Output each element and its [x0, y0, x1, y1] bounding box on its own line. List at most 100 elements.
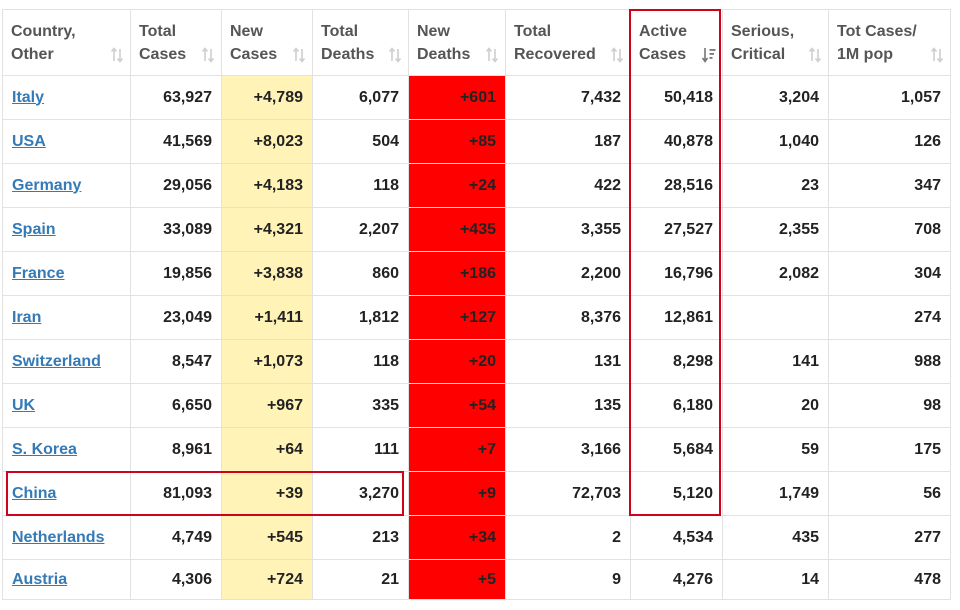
new-deaths-cell: +186 [408, 251, 506, 296]
col-header-country[interactable]: Country, Other [2, 9, 131, 76]
col-header-label: Active Cases [639, 22, 688, 63]
total-cases-cell: 19,856 [130, 251, 222, 296]
total-deaths-cell: 118 [312, 339, 409, 384]
sort-arrows-icon[interactable] [808, 47, 822, 63]
sort-arrows-icon[interactable] [388, 47, 402, 63]
country-link[interactable]: Switzerland [12, 352, 101, 370]
sort-arrows-icon[interactable] [485, 47, 499, 63]
tot-cases-per-1m-cell: 56 [828, 471, 951, 516]
active-cases-cell: 28,516 [630, 163, 723, 208]
col-header-tot-cases-per-1m[interactable]: Tot Cases/ 1M pop [828, 9, 951, 76]
total-deaths-cell: 213 [312, 515, 409, 560]
sort-arrows-icon[interactable] [610, 47, 624, 63]
serious-critical-cell: 59 [722, 427, 829, 472]
col-header-label: Country, Other [11, 22, 76, 63]
new-deaths-cell: +127 [408, 295, 506, 340]
serious-critical-cell: 20 [722, 383, 829, 428]
new-deaths-cell: +34 [408, 515, 506, 560]
total-recovered-cell: 9 [505, 559, 631, 600]
table-row: Germany 29,056 +4,183 118 +24 422 28,516 23 347 [2, 163, 951, 208]
country-link[interactable]: S. Korea [12, 440, 77, 458]
total-deaths-cell: 6,077 [312, 75, 409, 120]
country-link[interactable]: USA [12, 132, 46, 150]
col-header-total-deaths[interactable]: Total Deaths [312, 9, 409, 76]
col-header-new-deaths[interactable]: New Deaths [408, 9, 506, 76]
sort-arrows-icon[interactable] [201, 47, 215, 63]
country-cell: Netherlands [2, 515, 131, 560]
total-deaths-cell: 504 [312, 119, 409, 164]
total-deaths-cell: 860 [312, 251, 409, 296]
country-cell: Italy [2, 75, 131, 120]
col-header-label: Total Cases [139, 22, 187, 63]
country-link[interactable]: Spain [12, 220, 56, 238]
total-cases-cell: 63,927 [130, 75, 222, 120]
country-link[interactable]: Iran [12, 308, 42, 326]
sort-arrows-icon[interactable] [292, 47, 306, 63]
tot-cases-per-1m-cell: 126 [828, 119, 951, 164]
table-row: S. Korea 8,961 +64 111 +7 3,166 5,684 59 175 [2, 427, 951, 472]
tot-cases-per-1m-cell: 175 [828, 427, 951, 472]
tot-cases-per-1m-cell: 277 [828, 515, 951, 560]
total-cases-cell: 4,306 [130, 559, 222, 600]
active-cases-cell: 40,878 [630, 119, 723, 164]
total-cases-cell: 81,093 [130, 471, 222, 516]
total-recovered-cell: 3,355 [505, 207, 631, 252]
active-cases-cell: 6,180 [630, 383, 723, 428]
serious-critical-cell: 14 [722, 559, 829, 600]
new-deaths-cell: +20 [408, 339, 506, 384]
col-header-label: Total Deaths [321, 22, 375, 63]
active-cases-cell: 4,276 [630, 559, 723, 600]
active-cases-cell: 27,527 [630, 207, 723, 252]
tot-cases-per-1m-cell: 708 [828, 207, 951, 252]
sort-arrows-icon[interactable] [110, 47, 124, 63]
total-cases-cell: 8,961 [130, 427, 222, 472]
serious-critical-cell: 435 [722, 515, 829, 560]
tot-cases-per-1m-cell: 347 [828, 163, 951, 208]
new-cases-cell: +8,023 [221, 119, 313, 164]
total-recovered-cell: 135 [505, 383, 631, 428]
col-header-label: Serious, Critical [731, 22, 795, 63]
country-link[interactable]: Netherlands [12, 528, 105, 546]
new-deaths-cell: +5 [408, 559, 506, 600]
country-link[interactable]: Italy [12, 88, 45, 106]
country-link[interactable]: France [12, 264, 65, 282]
sort-arrows-icon[interactable] [930, 47, 944, 63]
table-row: UK 6,650 +967 335 +54 135 6,180 20 98 [2, 383, 951, 428]
total-deaths-cell: 3,270 [312, 471, 409, 516]
new-cases-cell: +39 [221, 471, 313, 516]
country-link[interactable]: Austria [12, 570, 68, 588]
total-recovered-cell: 2,200 [505, 251, 631, 296]
new-cases-cell: +64 [221, 427, 313, 472]
country-cell: Iran [2, 295, 131, 340]
col-header-new-cases[interactable]: New Cases [221, 9, 313, 76]
tot-cases-per-1m-cell: 988 [828, 339, 951, 384]
total-cases-cell: 41,569 [130, 119, 222, 164]
new-cases-cell: +545 [221, 515, 313, 560]
country-link[interactable]: UK [12, 396, 36, 414]
col-header-active-cases[interactable]: Active Cases [630, 9, 723, 76]
active-cases-cell: 8,298 [630, 339, 723, 384]
col-header-total-recovered[interactable]: Total Recovered [505, 9, 631, 76]
total-deaths-cell: 335 [312, 383, 409, 428]
col-header-total-cases[interactable]: Total Cases [130, 9, 222, 76]
serious-critical-cell: 1,040 [722, 119, 829, 164]
col-header-label: Tot Cases/ 1M pop [837, 22, 917, 63]
new-cases-cell: +4,183 [221, 163, 313, 208]
table-row: Austria 4,306 +724 21 +5 9 4,276 14 478 [2, 559, 951, 600]
total-cases-cell: 23,049 [130, 295, 222, 340]
country-link[interactable]: China [12, 484, 57, 502]
table-row: Netherlands 4,749 +545 213 +34 2 4,534 435 277 [2, 515, 951, 560]
total-cases-cell: 4,749 [130, 515, 222, 560]
table-row: USA 41,569 +8,023 504 +85 187 40,878 1,040 126 [2, 119, 951, 164]
serious-critical-cell: 3,204 [722, 75, 829, 120]
tot-cases-per-1m-cell: 98 [828, 383, 951, 428]
country-link[interactable]: Germany [12, 176, 82, 194]
col-header-serious-critical[interactable]: Serious, Critical [722, 9, 829, 76]
tot-cases-per-1m-cell: 1,057 [828, 75, 951, 120]
new-cases-cell: +3,838 [221, 251, 313, 296]
active-cases-cell: 12,861 [630, 295, 723, 340]
total-cases-cell: 33,089 [130, 207, 222, 252]
sort-desc-icon[interactable] [702, 47, 716, 63]
country-cell: China [2, 471, 131, 516]
coronavirus-stats-table: Country, Other Total Cases New Cases Tot… [2, 9, 951, 600]
